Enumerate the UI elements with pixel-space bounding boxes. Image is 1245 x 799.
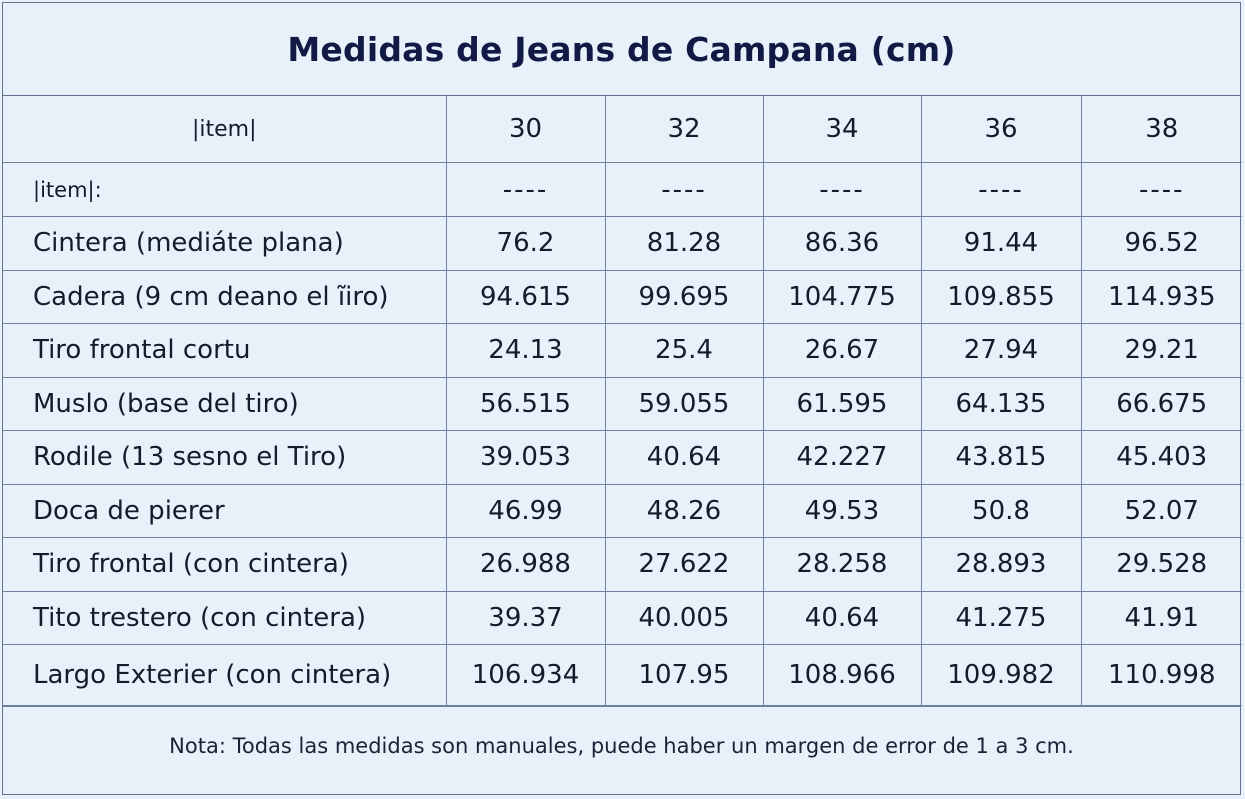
size-header: 34 [762,96,922,163]
row-label: Tiro frontal (con cintera) [3,537,447,592]
separator-row: |item|: ---- ---- ---- ---- ---- [3,162,1242,217]
table-row: Rodile (13 sesno el Tiro) 39.053 40.64 42.2… [3,430,1242,485]
size-header: 32 [604,96,764,163]
measurement-cell: 108.966 [762,644,922,706]
page-title: Medidas de Jeans de Campana (cm) [287,29,956,69]
measurement-cell: 66.675 [1080,376,1242,431]
measurement-cell: 59.055 [604,376,764,431]
row-label: Doca de pierer [3,483,447,538]
measurement-cell: 25.4 [604,323,764,378]
measurement-cell: 26.67 [762,323,922,378]
table-row: Cadera (9 cm deano el ĩiro) 94.615 99.695 1… [3,269,1242,324]
measurement-cell: 45.403 [1080,430,1242,485]
footnote: Nota: Todas las medidas son manuales, pu… [169,733,1074,758]
measurement-cell: 106.934 [445,644,606,706]
measurement-cell: 94.615 [445,269,606,324]
measurement-cell: 64.135 [920,376,1082,431]
measurement-cell: 29.21 [1080,323,1242,378]
table-row: Largo Exterier (con cintera) 106.934 107.9… [3,644,1242,706]
row-label: Cintera (mediáte plana) [3,216,447,271]
measurement-cell: 43.815 [920,430,1082,485]
table-row: Tiro frontal cortu 24.13 25.4 26.67 27.94 29.… [3,323,1242,378]
row-label: Rodile (13 sesno el Tiro) [3,430,447,485]
separator-cell: ---- [920,162,1082,217]
measurement-cell: 46.99 [445,483,606,538]
measurement-cell: 104.775 [762,269,922,324]
note-bar: Nota: Todas las medidas son manuales, pu… [3,706,1240,784]
row-label: Tiro frontal cortu [3,323,447,378]
measurement-cell: 76.2 [445,216,606,271]
measurement-cell: 49.53 [762,483,922,538]
measurement-cell: 29.528 [1080,537,1242,592]
separator-label: |item|: [3,162,447,217]
measurement-cell: 40.005 [604,590,764,645]
size-header: 36 [920,96,1082,163]
measurement-cell: 91.44 [920,216,1082,271]
measurement-cell: 40.64 [762,590,922,645]
measurement-cell: 24.13 [445,323,606,378]
separator-cell: ---- [762,162,922,217]
measurement-cell: 61.595 [762,376,922,431]
measurement-cell: 41.91 [1080,590,1242,645]
measurement-cell: 109.855 [920,269,1082,324]
row-label: Muslo (base del tiro) [3,376,447,431]
table-row: Tiro frontal (con cintera) 26.988 27.622 28… [3,537,1242,592]
measurement-cell: 110.998 [1080,644,1242,706]
size-header: 30 [445,96,606,163]
table-row: Muslo (base del tiro) 56.515 59.055 61.595 6… [3,376,1242,431]
measurement-cell: 26.988 [445,537,606,592]
size-header: 38 [1080,96,1242,163]
measurement-cell: 86.36 [762,216,922,271]
measurement-cell: 27.622 [604,537,764,592]
measurement-cell: 41.275 [920,590,1082,645]
measurement-cell: 56.515 [445,376,606,431]
table-row: Doca de pierer 46.99 48.26 49.53 50.8 52.07 [3,483,1242,538]
measurement-cell: 114.935 [1080,269,1242,324]
header-label: |item| [3,96,447,163]
table-row: Cintera (mediáte plana) 76.2 81.28 86.36 91.… [3,216,1242,271]
measurement-cell: 50.8 [920,483,1082,538]
measurement-cell: 28.258 [762,537,922,592]
measurement-cell: 42.227 [762,430,922,485]
measurement-cell: 107.95 [604,644,764,706]
row-label: Largo Exterier (con cintera) [3,644,447,706]
measurement-cell: 28.893 [920,537,1082,592]
separator-cell: ---- [604,162,764,217]
measurement-cell: 39.37 [445,590,606,645]
measurement-cell: 109.982 [920,644,1082,706]
separator-cell: ---- [1080,162,1242,217]
measurement-cell: 40.64 [604,430,764,485]
title-bar: Medidas de Jeans de Campana (cm) [3,3,1240,96]
measurement-cell: 27.94 [920,323,1082,378]
measurement-cell: 96.52 [1080,216,1242,271]
measurement-cell: 99.695 [604,269,764,324]
header-row: |item| 30 32 34 36 38 [3,96,1242,163]
table-row: Tito trestero (con cintera) 39.37 40.005 40… [3,590,1242,645]
separator-cell: ---- [445,162,606,217]
measurement-table: |item| 30 32 34 36 38 |item|: ---- ---- … [3,96,1242,706]
measurement-cell: 52.07 [1080,483,1242,538]
row-label: Tito trestero (con cintera) [3,590,447,645]
measurement-cell: 48.26 [604,483,764,538]
measurement-cell: 39.053 [445,430,606,485]
row-label: Cadera (9 cm deano el ĩiro) [3,269,447,324]
measurement-cell: 81.28 [604,216,764,271]
